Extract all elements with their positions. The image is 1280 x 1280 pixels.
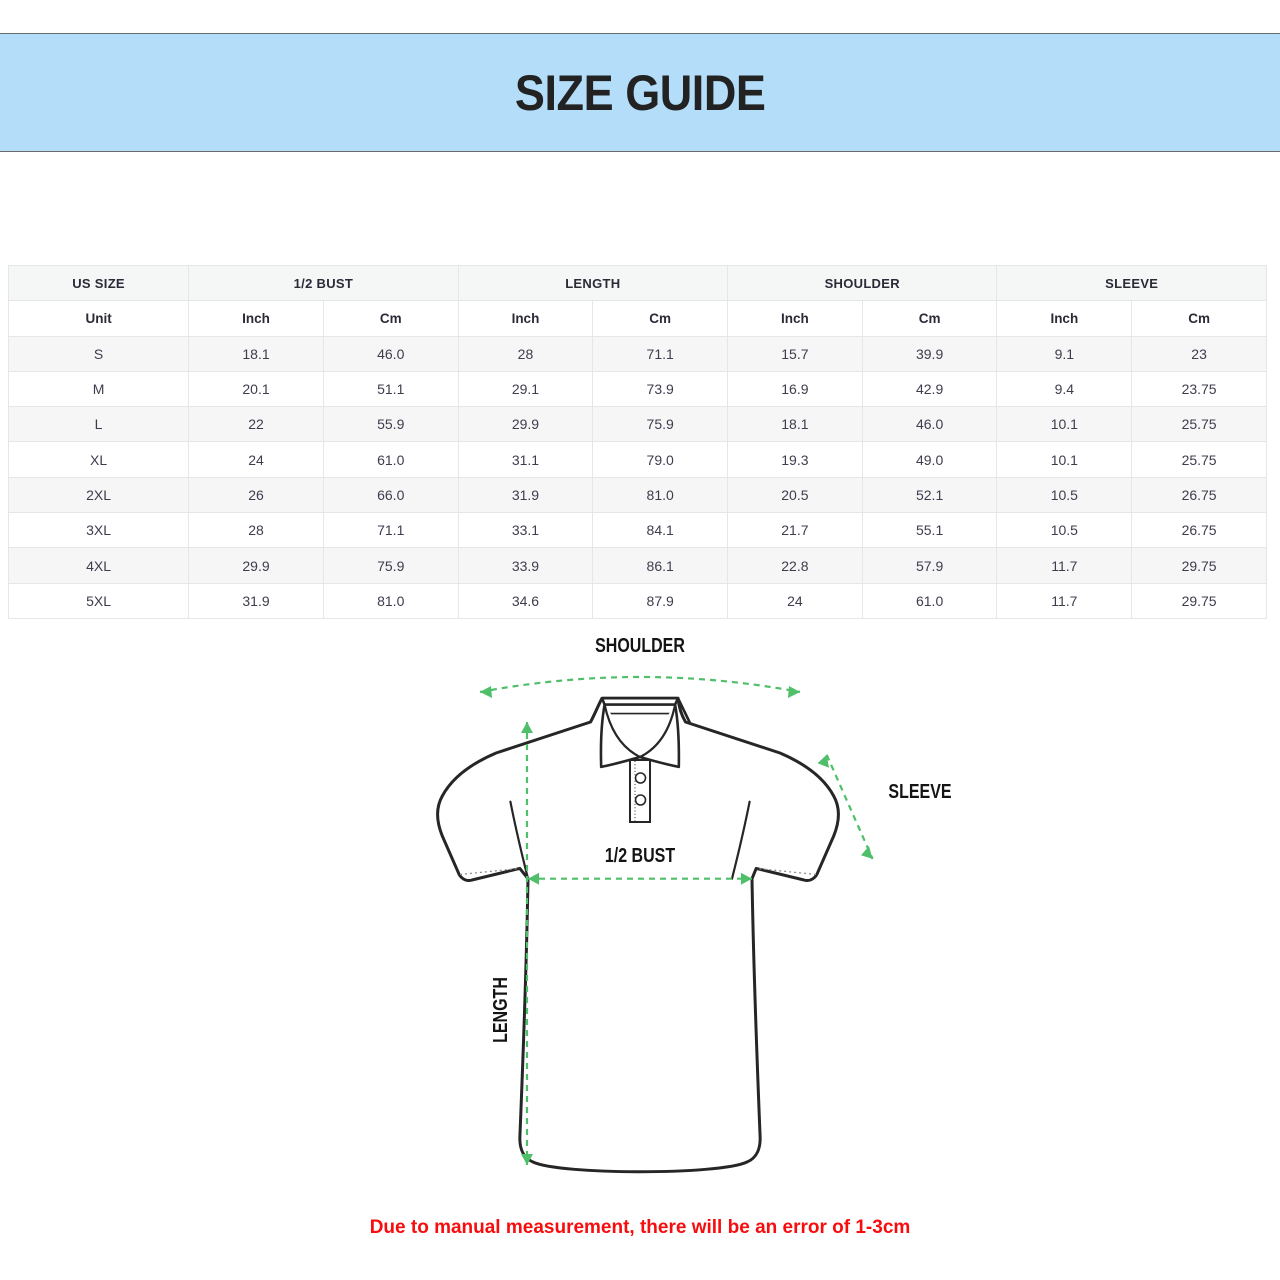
svg-text:1/2 BUST: 1/2 BUST xyxy=(605,844,675,866)
svg-text:SLEEVE: SLEEVE xyxy=(888,780,951,802)
svg-text:SHOULDER: SHOULDER xyxy=(595,634,685,656)
svg-text:LENGTH: LENGTH xyxy=(489,977,511,1043)
